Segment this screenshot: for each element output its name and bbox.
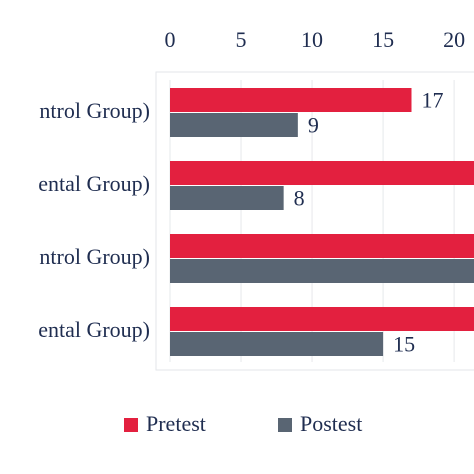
x-tick-label: 0 bbox=[165, 27, 176, 52]
legend-swatch bbox=[124, 418, 138, 432]
data-label: 9 bbox=[308, 113, 319, 138]
bar bbox=[170, 332, 384, 356]
plot-area bbox=[155, 71, 474, 371]
x-tick-label: 15 bbox=[372, 27, 394, 52]
y-tick-label: ental Group) bbox=[38, 317, 150, 342]
data-label: 17 bbox=[421, 88, 443, 113]
bar bbox=[170, 259, 474, 283]
legend-swatch bbox=[278, 418, 292, 432]
bar bbox=[170, 234, 474, 258]
bar bbox=[170, 113, 298, 137]
x-tick-label: 20 bbox=[443, 27, 465, 52]
x-tick-label: 5 bbox=[236, 27, 247, 52]
legend-label: Pretest bbox=[146, 411, 206, 436]
y-tick-label: ntrol Group) bbox=[39, 244, 150, 269]
bar bbox=[170, 88, 412, 112]
bar bbox=[170, 307, 474, 331]
data-label: 15 bbox=[393, 332, 415, 357]
y-tick-label: ntrol Group) bbox=[39, 98, 150, 123]
y-tick-label: ental Group) bbox=[38, 171, 150, 196]
bar bbox=[170, 161, 474, 185]
legend-label: Postest bbox=[300, 411, 362, 436]
x-tick-label: 10 bbox=[301, 27, 323, 52]
bar bbox=[170, 186, 284, 210]
data-label: 8 bbox=[294, 186, 305, 211]
